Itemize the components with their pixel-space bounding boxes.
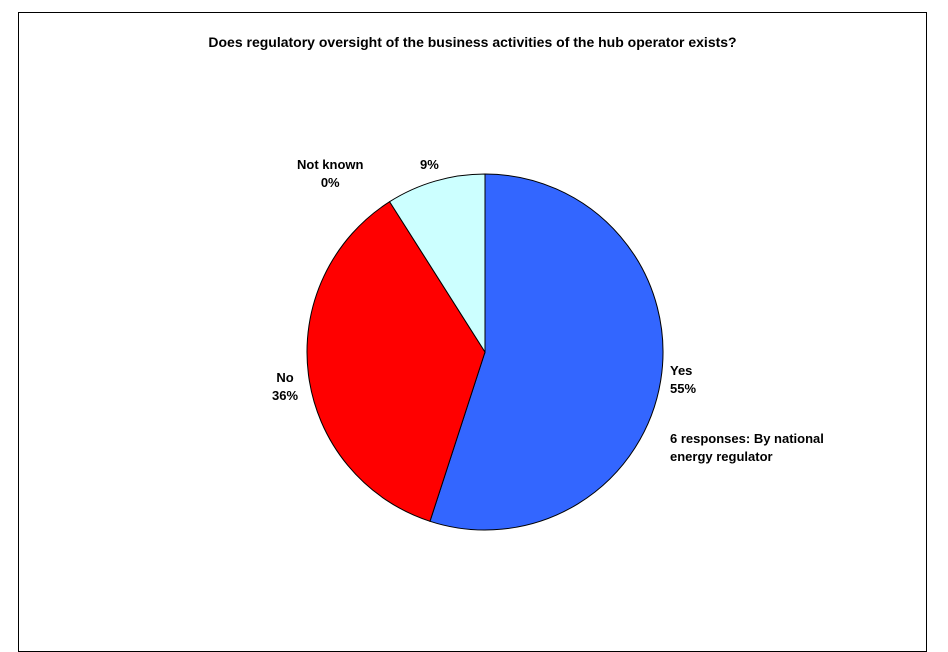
pie-slice-yes bbox=[429, 173, 664, 531]
slice-label-not-known: Not known 0% bbox=[297, 156, 363, 192]
slice-label-no: No 36% bbox=[272, 369, 298, 405]
slice-not-known-value: 0% bbox=[320, 175, 340, 190]
slice-not-known-name: Not known bbox=[297, 157, 364, 172]
yes-annotation-line2: energy regulator bbox=[670, 449, 773, 464]
yes-annotation-line1: 6 responses: By national bbox=[670, 431, 824, 446]
slice-label-9: 9% bbox=[420, 156, 439, 174]
slice-yes-value: 55% bbox=[670, 381, 697, 396]
slice-yes-name: Yes bbox=[670, 363, 693, 378]
pie-slice-unlabeled-3 bbox=[388, 173, 486, 354]
slice-9-value: 9% bbox=[420, 157, 439, 172]
yes-annotation: 6 responses: By national energy regulato… bbox=[670, 430, 824, 466]
slice-no-value: 36% bbox=[272, 388, 299, 403]
slice-label-yes: Yes 55% bbox=[670, 362, 696, 398]
chart-title: Does regulatory oversight of the busines… bbox=[208, 34, 737, 50]
slice-no-name: No bbox=[276, 370, 294, 385]
pie-slice-no bbox=[306, 201, 486, 522]
